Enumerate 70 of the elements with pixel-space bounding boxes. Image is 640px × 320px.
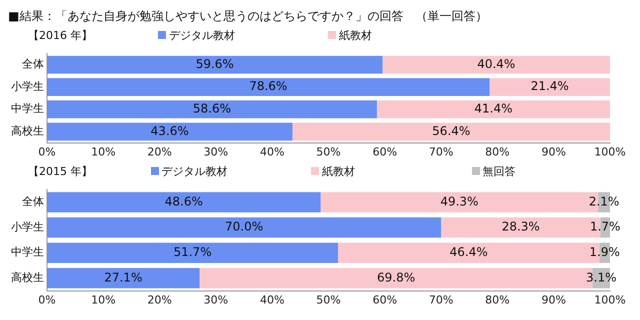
data-label: 21.4% [530, 79, 569, 94]
legend-label: 紙教材 [339, 28, 372, 42]
chart-title: ■結果：「あなた自身が勉強しやすいと思うのはどちらですか？」の回答 （単一回答） [8, 8, 488, 25]
y-tick-label: 中学生 [11, 246, 44, 259]
bar [47, 78, 490, 96]
bar [376, 100, 610, 118]
x-tick-label: 90% [541, 145, 566, 158]
data-label: 40.4% [477, 56, 516, 71]
bar [47, 122, 292, 141]
legend-label: デジタル教材 [169, 28, 235, 42]
x-tick-label: 20% [147, 145, 172, 158]
y-tick-label: 高校生 [11, 271, 44, 284]
x-tick-label: 30% [204, 145, 228, 158]
y-tick-label: 全体 [22, 195, 44, 208]
data-label: 59.6% [196, 56, 234, 71]
x-tick-label: 40% [260, 293, 284, 306]
bar [490, 78, 610, 96]
chart-subtitle: 【2016 年】 [28, 28, 92, 42]
data-label: 49.3% [440, 194, 478, 208]
bar [382, 56, 610, 74]
x-tick-label: 50% [316, 293, 341, 306]
y-tick-label: 小学生 [11, 80, 44, 93]
x-tick-label: 0% [38, 145, 56, 158]
legend-label: 紙教材 [322, 164, 356, 178]
x-tick-label: 10% [91, 293, 116, 306]
x-tick-label: 80% [485, 145, 510, 158]
x-tick-label: 20% [147, 293, 172, 306]
data-label: 28.3% [502, 220, 540, 234]
x-tick-label: 70% [428, 293, 454, 306]
x-tick-label: 50% [316, 145, 341, 158]
data-label: 1.9% [589, 244, 620, 259]
y-tick-label: 高校生 [11, 124, 44, 138]
x-tick-label: 70% [428, 145, 454, 158]
x-tick-label: 60% [372, 145, 398, 158]
legend-label: 無回答 [482, 164, 516, 178]
x-tick-label: 0% [38, 293, 56, 306]
data-label: 2.1% [588, 194, 620, 208]
x-tick-label: 40% [260, 145, 284, 158]
data-label: 48.6% [164, 194, 203, 208]
data-label: 3.1% [586, 270, 617, 284]
y-tick-label: 小学生 [11, 220, 44, 234]
data-label: 58.6% [192, 101, 232, 116]
x-tick-label: 30% [204, 293, 228, 306]
y-tick-label: 中学生 [11, 102, 44, 116]
bar [47, 217, 442, 238]
chart-subtitle: 【2015 年】 [28, 164, 92, 178]
bar [47, 56, 383, 74]
x-tick-label: 80% [485, 293, 510, 306]
y-tick-label: 全体 [22, 58, 44, 71]
bar [47, 100, 377, 118]
x-tick-label: 90% [541, 293, 566, 306]
data-label: 46.4% [450, 244, 488, 259]
data-label: 51.7% [173, 244, 212, 259]
legend-label: デジタル教材 [162, 164, 228, 178]
data-label: 70.0% [224, 220, 264, 234]
bar [47, 192, 321, 212]
data-label: 41.4% [474, 101, 513, 116]
bar [47, 242, 338, 263]
data-label: 27.1% [104, 270, 142, 284]
data-label: 69.8% [376, 270, 416, 284]
bar [47, 268, 200, 288]
x-tick-label: 60% [372, 293, 398, 306]
data-label: 56.4% [432, 124, 470, 138]
data-label: 78.6% [249, 79, 288, 94]
bar [292, 122, 610, 141]
x-tick-label: 100% [594, 145, 626, 158]
data-label: 1.7% [590, 220, 620, 234]
x-tick-label: 100% [594, 293, 626, 306]
data-label: 43.6% [150, 124, 189, 138]
x-tick-label: 10% [91, 145, 116, 158]
